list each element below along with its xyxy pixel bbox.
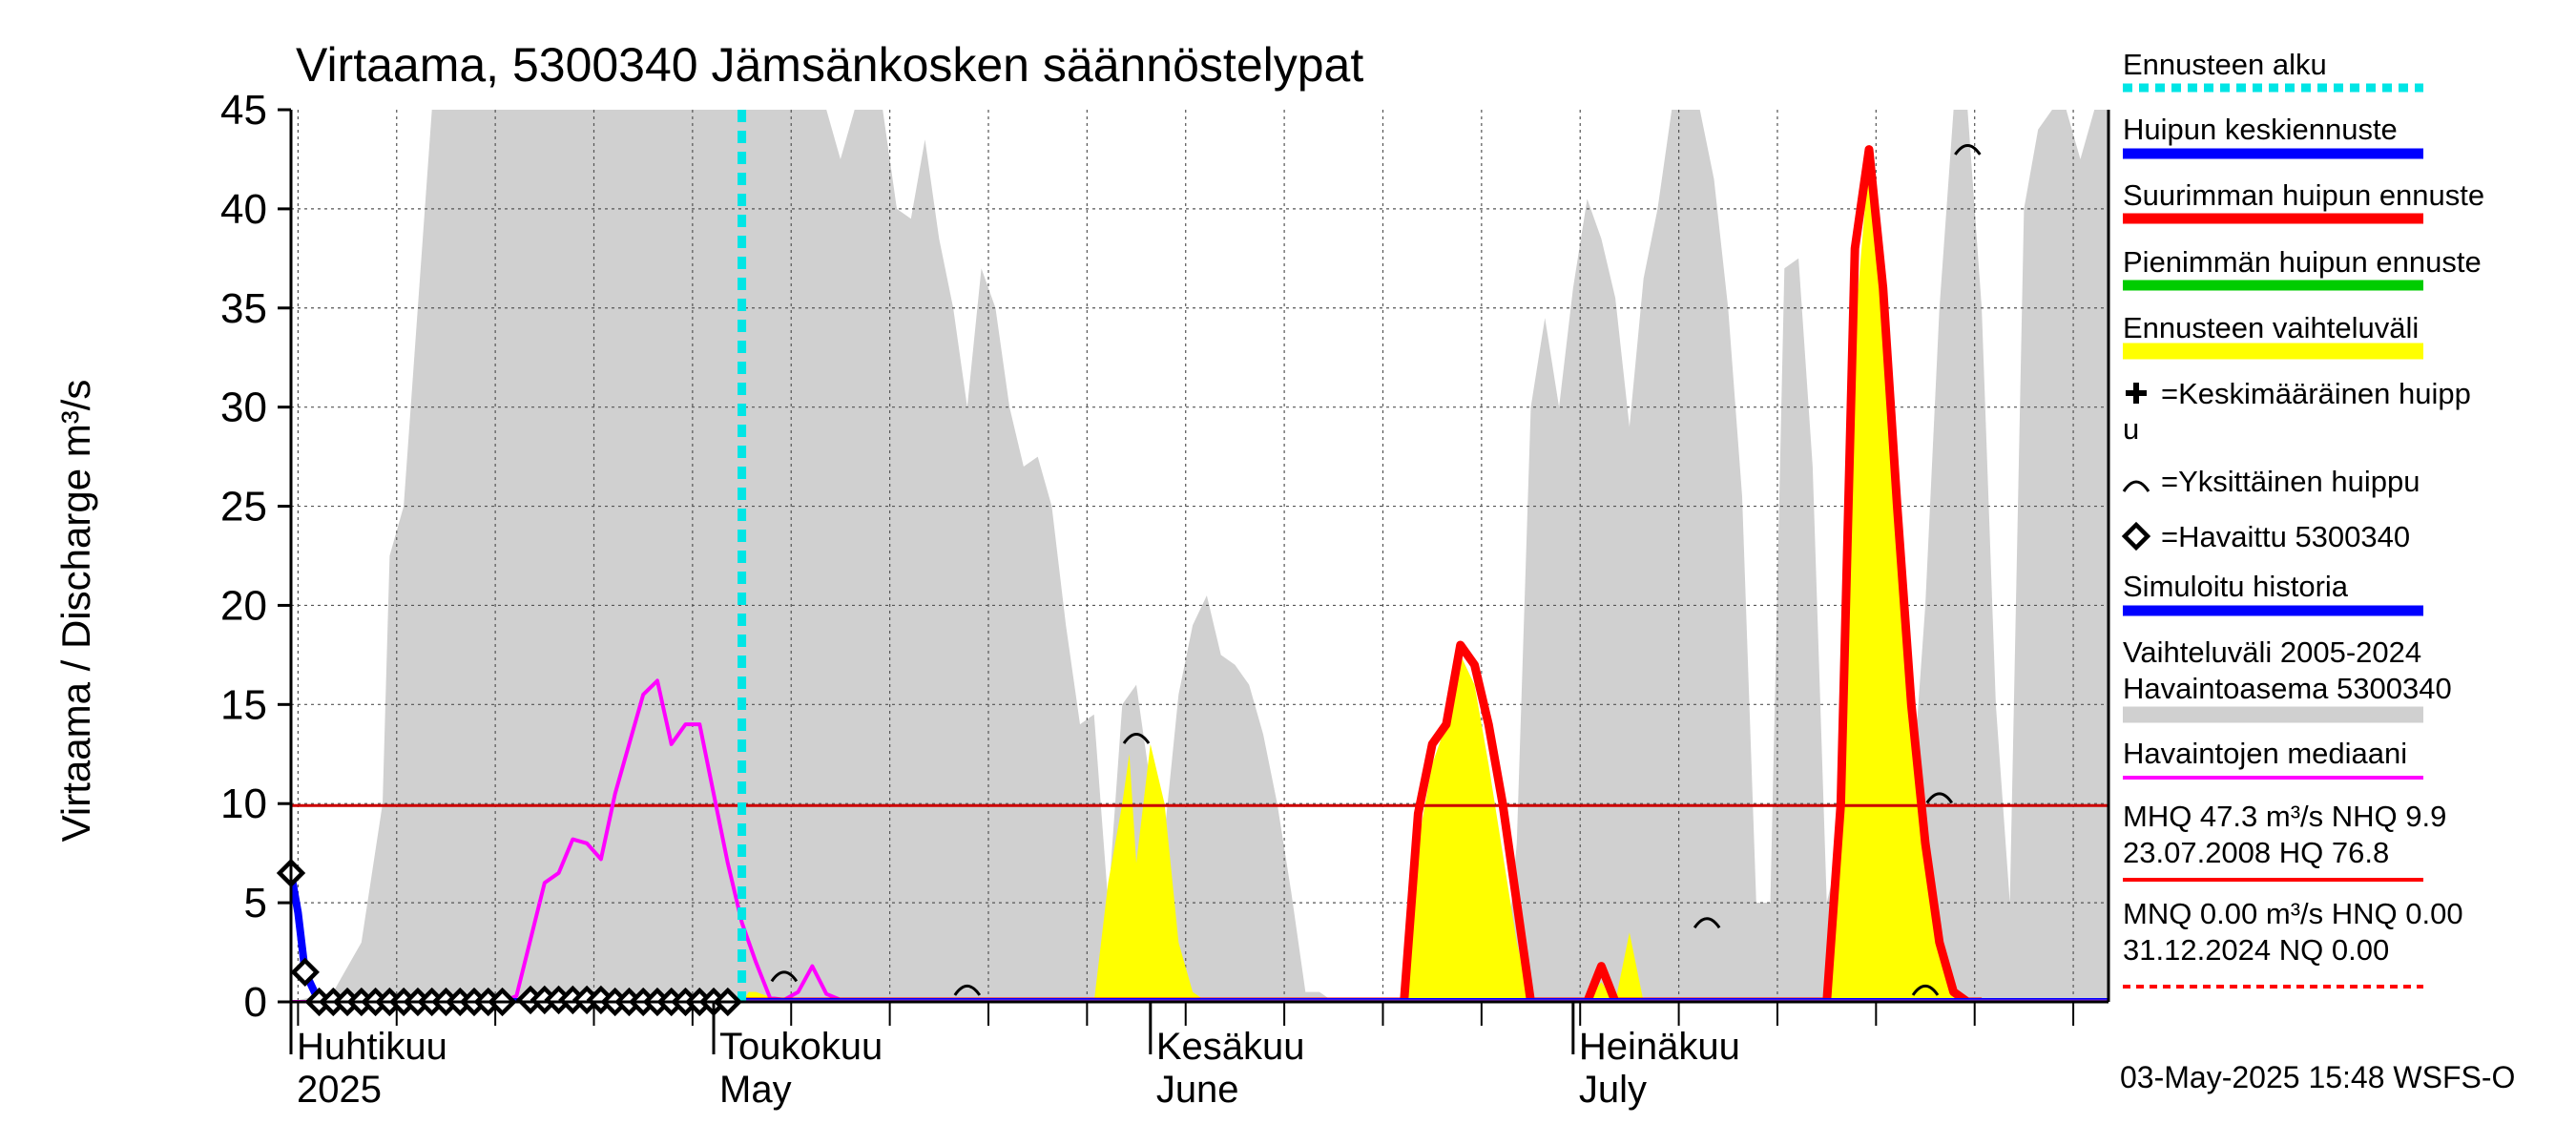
history-range-area xyxy=(291,110,2109,1002)
y-tick-label: 20 xyxy=(220,582,267,629)
month-label-en: July xyxy=(1579,1069,1647,1111)
series-line xyxy=(291,678,2109,1002)
series-line xyxy=(741,145,1983,1002)
legend-label-2: 23.07.2008 HQ 76.8 xyxy=(2123,836,2389,869)
month-label: Heinäkuu xyxy=(1579,1026,1740,1068)
y-tick-label: 5 xyxy=(244,880,267,926)
y-axis-label: Virtaama / Discharge m³/s xyxy=(53,380,98,843)
month-label-en: 2025 xyxy=(297,1069,382,1111)
legend-label: Vaihteluväli 2005-2024 xyxy=(2123,635,2421,669)
legend-plus-marker xyxy=(2126,383,2147,404)
legend-label: MHQ 47.3 m³/s NHQ 9.9 xyxy=(2123,800,2446,833)
single-peak-marker xyxy=(770,970,799,983)
single-peak-marker xyxy=(1954,143,1982,156)
observation-marker xyxy=(290,957,320,988)
legend: Ennusteen alku Huipun keskiennuste Suurimm… xyxy=(2121,48,2484,989)
legend-diamond-marker xyxy=(2121,521,2151,552)
legend-label: =Havaittu 5300340 xyxy=(2161,520,2410,553)
legend-label: Pienimmän huipun ennuste xyxy=(2123,245,2482,279)
month-label: Huhtikuu xyxy=(297,1026,447,1068)
legend-label-2: u xyxy=(2123,412,2139,446)
legend-label: Havaintojen mediaani xyxy=(2123,737,2407,770)
y-tick-label: 30 xyxy=(220,385,267,431)
plot-area xyxy=(276,110,2109,1017)
y-tick-label: 15 xyxy=(220,681,267,728)
month-label: Toukokuu xyxy=(719,1026,883,1068)
legend-label: Ennusteen vaihteluväli xyxy=(2123,311,2419,344)
legend-label-2: 31.12.2024 NQ 0.00 xyxy=(2123,933,2389,967)
timestamp: 03-May-2025 15:48 WSFS-O xyxy=(2120,1060,2515,1094)
single-peak-marker xyxy=(1693,917,1721,929)
legend-label: MNQ 0.00 m³/s HNQ 0.00 xyxy=(2123,897,2463,930)
legend-label-2: Havaintoasema 5300340 xyxy=(2123,672,2452,705)
plot-content xyxy=(291,110,2109,1002)
legend-label: Suurimman huipun ennuste xyxy=(2123,178,2484,212)
forecast-range-area xyxy=(741,158,1996,1002)
y-tick-label: 25 xyxy=(220,484,267,531)
legend-label: Huipun keskiennuste xyxy=(2123,113,2398,146)
y-tick-label: 40 xyxy=(220,186,267,233)
month-label: Kesäkuu xyxy=(1156,1026,1305,1068)
single-peak-marker xyxy=(1925,792,1954,804)
legend-label: Ennusteen alku xyxy=(2123,48,2327,81)
legend-label: Simuloitu historia xyxy=(2123,570,2349,603)
legend-arc-marker xyxy=(2122,480,2150,492)
y-tick-label: 35 xyxy=(220,285,267,332)
chart-title: Virtaama, 5300340 Jämsänkosken säännöste… xyxy=(296,38,1363,92)
y-tick-label: 0 xyxy=(244,979,267,1026)
month-label-en: May xyxy=(719,1069,792,1111)
y-tick-label: 45 xyxy=(220,87,267,134)
legend-label: =Keskimääräinen huipp xyxy=(2161,377,2471,410)
month-label-en: June xyxy=(1156,1069,1239,1111)
legend-label: =Yksittäinen huippu xyxy=(2161,465,2420,498)
axes: 051015202530354045Huhtikuu2025ToukokuuMa… xyxy=(220,87,2110,1111)
single-peak-marker xyxy=(953,984,982,996)
single-peak-marker xyxy=(1911,984,1940,996)
single-peak-marker xyxy=(1122,733,1151,744)
y-tick-label: 10 xyxy=(220,781,267,827)
series-line xyxy=(291,872,2109,1002)
